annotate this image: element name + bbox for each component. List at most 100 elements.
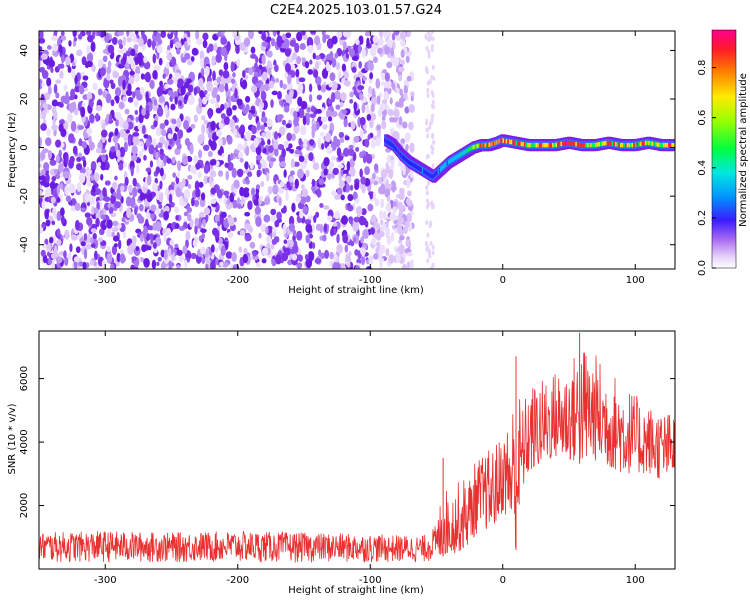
noise-speck (85, 31, 92, 36)
noise-speck (272, 184, 279, 195)
noise-speck (400, 49, 405, 59)
noise-speck (93, 250, 98, 261)
noise-speck (194, 224, 198, 235)
noise-speck (233, 33, 241, 41)
noise-speck (267, 139, 271, 145)
noise-speck (274, 64, 279, 73)
noise-speck (114, 201, 121, 209)
noise-speck (44, 188, 52, 197)
noise-speck (166, 157, 172, 164)
noise-speck (273, 140, 279, 150)
noise-speck (366, 37, 370, 47)
noise-speck (430, 31, 434, 35)
noise-speck (93, 207, 99, 214)
noise-speck (391, 33, 396, 41)
noise-speck (237, 143, 244, 151)
spectrogram-y-tick-label: -40 (19, 237, 30, 253)
noise-speck (132, 135, 140, 146)
noise-speck (122, 162, 127, 168)
noise-speck (47, 85, 52, 95)
noise-speck (404, 220, 410, 228)
noise-speck (64, 56, 71, 66)
noise-speck (343, 147, 350, 157)
noise-speck (86, 52, 94, 63)
noise-speck (127, 136, 132, 147)
noise-speck (314, 55, 321, 60)
noise-speck (377, 47, 383, 55)
noise-speck (383, 31, 388, 39)
noise-speck (330, 228, 335, 237)
noise-speck (115, 149, 121, 158)
noise-speck (327, 116, 333, 122)
noise-speck (241, 79, 248, 90)
noise-speck (40, 249, 46, 257)
noise-speck (287, 74, 292, 85)
noise-speck (281, 119, 287, 126)
snr-y-tick-label: 4000 (19, 429, 30, 454)
noise-speck (128, 31, 134, 38)
noise-speck (354, 182, 360, 190)
noise-speck (176, 171, 181, 179)
noise-speck (210, 198, 217, 205)
noise-speck (210, 260, 216, 269)
noise-speck (362, 229, 369, 240)
noise-speck (426, 232, 430, 238)
noise-speck (384, 188, 391, 198)
noise-speck (289, 239, 294, 248)
noise-speck (311, 242, 316, 250)
noise-speck (113, 243, 118, 248)
noise-speck (139, 191, 144, 201)
noise-speck (60, 31, 65, 37)
noise-speck (321, 106, 325, 113)
noise-speck (141, 107, 147, 116)
noise-speck (294, 149, 302, 155)
noise-speck (193, 154, 198, 164)
noise-speck (266, 172, 270, 182)
noise-speck (200, 192, 206, 201)
noise-speck (201, 256, 206, 264)
noise-speck (255, 145, 262, 156)
noise-speck (348, 144, 354, 150)
noise-speck (360, 236, 365, 244)
noise-speck (410, 91, 415, 97)
noise-speck (320, 131, 325, 137)
noise-speck (174, 72, 181, 78)
noise-speck (253, 199, 259, 206)
noise-speck (261, 161, 268, 169)
noise-speck (48, 236, 54, 244)
noise-speck (337, 164, 344, 169)
noise-speck (238, 127, 243, 135)
noise-speck (342, 31, 349, 38)
noise-speck (39, 137, 42, 148)
noise-speck (262, 147, 267, 154)
noise-speck (304, 61, 310, 69)
noise-speck (359, 38, 364, 44)
noise-speck (292, 244, 299, 254)
noise-speck (296, 262, 303, 269)
noise-speck (90, 174, 95, 182)
noise-speck (339, 263, 346, 269)
noise-speck (217, 149, 223, 156)
figure-title: C2E4.2025.103.01.57.G24 (270, 3, 442, 18)
noise-speck (258, 232, 262, 239)
noise-speck (223, 102, 228, 110)
noise-speck (207, 151, 213, 157)
noise-speck (259, 104, 263, 114)
noise-speck (327, 215, 333, 222)
noise-speck (123, 141, 128, 153)
noise-speck (196, 38, 203, 46)
noise-speck (110, 82, 116, 90)
noise-speck (161, 129, 167, 137)
noise-speck (354, 178, 360, 184)
noise-speck (156, 261, 160, 267)
noise-speck (427, 53, 431, 59)
noise-speck (379, 103, 386, 112)
noise-speck (86, 217, 93, 226)
noise-speck (250, 143, 255, 151)
noise-speck (320, 116, 328, 123)
noise-speck (46, 77, 52, 87)
noise-speck (97, 237, 103, 243)
noise-speck (293, 110, 298, 119)
noise-speck (146, 192, 153, 203)
noise-speck (127, 121, 134, 130)
